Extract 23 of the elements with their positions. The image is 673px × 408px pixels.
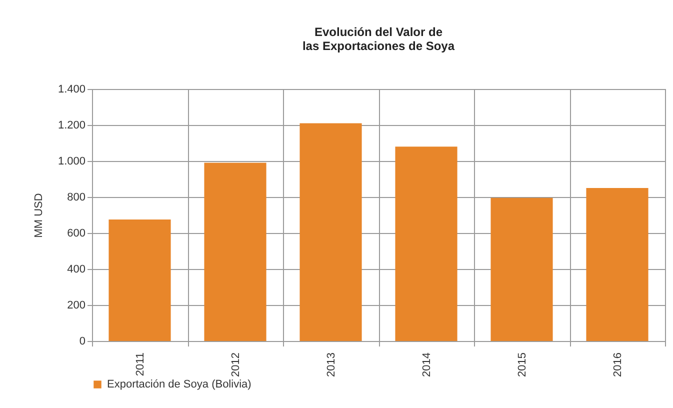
bar <box>300 123 362 341</box>
x-tick-label: 2013 <box>325 352 338 377</box>
bar <box>586 188 648 341</box>
y-tick-label: 400 <box>67 264 86 276</box>
x-tick-label: 2011 <box>134 352 146 376</box>
x-tick-label: 2015 <box>516 352 528 377</box>
y-tick-label: 200 <box>67 300 86 312</box>
y-tick-label: 1.200 <box>58 120 86 132</box>
y-tick-label: 1.000 <box>58 156 86 168</box>
x-tick-label: 2016 <box>612 352 624 377</box>
y-axis-title: MM USD <box>32 193 45 238</box>
bar <box>108 220 171 341</box>
y-tick-label: 800 <box>67 192 86 204</box>
x-tick-label: 2012 <box>230 352 242 377</box>
y-tick-label: 0 <box>79 336 86 348</box>
legend-label: Exportación de Soya (Bolivia) <box>107 378 252 390</box>
bar <box>395 146 458 341</box>
y-tick-label: 1.400 <box>58 84 86 96</box>
bar <box>490 198 553 341</box>
chart-title: Evolución del Valor de las Exportaciones de Soya <box>302 25 455 53</box>
bar <box>204 162 266 341</box>
y-tick-label: 600 <box>67 228 86 240</box>
x-tick-label: 2014 <box>420 352 433 377</box>
